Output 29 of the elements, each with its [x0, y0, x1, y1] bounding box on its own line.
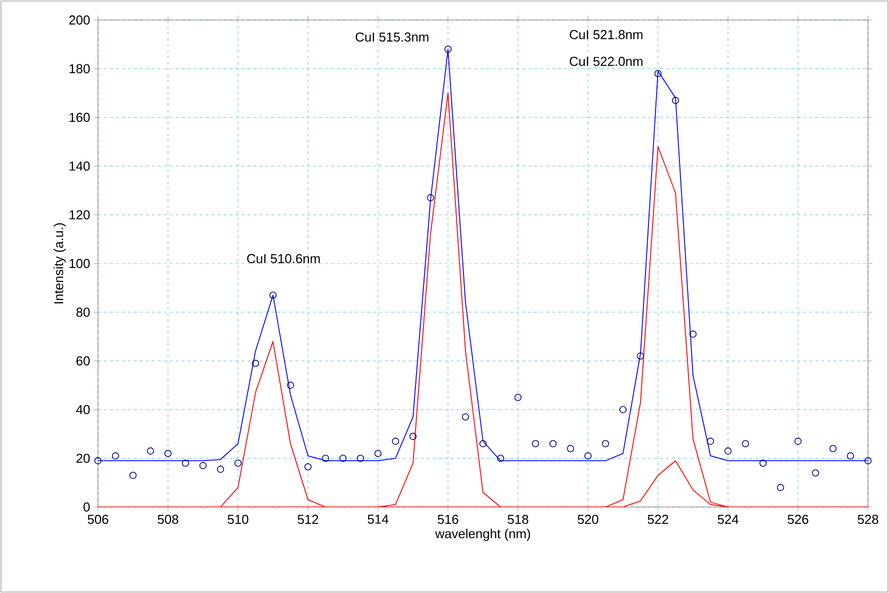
x-tick-label: 528 — [858, 514, 878, 524]
y-tick-label: 160 — [70, 112, 90, 122]
y-axis-title: Intensity (a.u.) — [54, 223, 66, 304]
annotation: CuI 522.0nm — [570, 56, 642, 66]
y-tick-label: 40 — [76, 405, 90, 414]
x-axis-title: wavelenght (nm) — [435, 528, 530, 541]
x-tick-label: 520 — [578, 514, 598, 524]
y-tick-label: 140 — [70, 162, 90, 171]
y-tick-label: 60 — [76, 356, 90, 366]
x-tick-label: 524 — [718, 514, 738, 524]
x-tick-label: 516 — [438, 514, 458, 524]
y-tick-label: 20 — [76, 454, 90, 463]
y-tick-label: 100 — [70, 258, 90, 268]
annotation: CuI 515.3nm — [356, 32, 428, 42]
x-tick-label: 506 — [88, 514, 108, 524]
y-tick-label: 200 — [69, 15, 90, 25]
x-tick-label: 508 — [158, 514, 178, 524]
annotation: CuI 521.8nm — [570, 30, 642, 40]
x-tick-label: 522 — [648, 514, 668, 524]
x-tick-label: 514 — [368, 514, 388, 524]
x-tick-label: 512 — [298, 514, 318, 524]
y-tick-label: 180 — [70, 64, 90, 74]
x-tick-label: 510 — [228, 514, 248, 524]
x-tick-label: 526 — [788, 514, 808, 524]
x-tick-label: 518 — [508, 514, 528, 524]
y-tick-label: 80 — [76, 308, 90, 317]
y-tick-label: 0 — [84, 502, 90, 512]
annotation: CuI 510.6nm — [247, 254, 320, 264]
y-tick-label: 120 — [70, 210, 90, 220]
